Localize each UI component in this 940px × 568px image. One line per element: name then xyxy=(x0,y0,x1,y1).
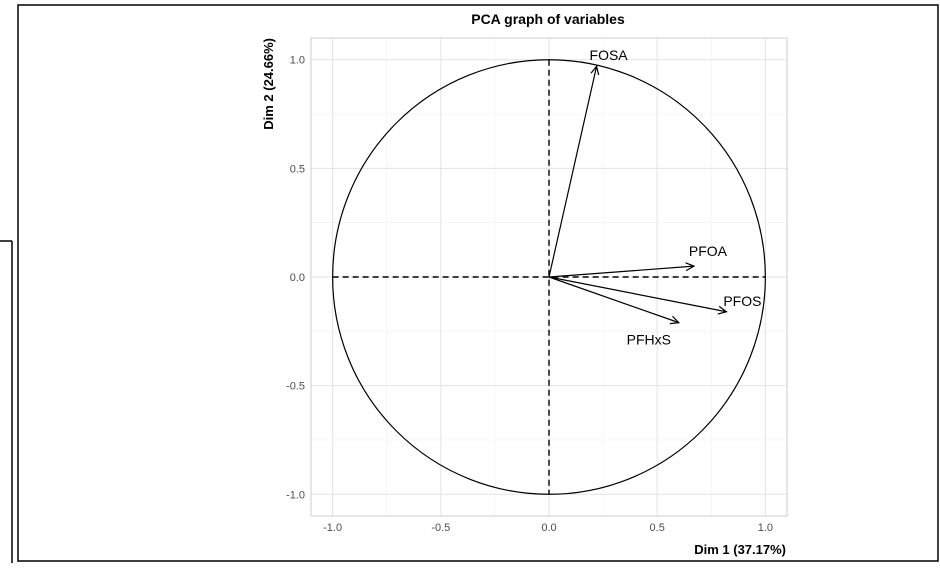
arrow-pfos xyxy=(548,276,727,313)
plot-panel-border xyxy=(310,37,788,517)
y-tick-label: 0.0 xyxy=(290,272,305,284)
arrowhead-pfos xyxy=(717,305,728,315)
zero-axes xyxy=(332,59,766,495)
arrow-pfoa xyxy=(548,265,695,278)
y-tick-label: 1.0 xyxy=(290,55,305,67)
arrow-fosa xyxy=(548,66,598,278)
x-tick-label: -0.5 xyxy=(431,522,450,534)
x-axis-title: Dim 1 (37.17%) xyxy=(694,542,786,557)
arrow-pfhxs xyxy=(548,276,680,324)
figure-frame xyxy=(17,4,939,562)
arrowhead-fosa xyxy=(590,64,600,76)
x-tick-label: 0.0 xyxy=(541,522,556,534)
y-axis-title: Dim 2 (24.66%) xyxy=(261,38,276,130)
x-tick-label: 0.5 xyxy=(650,522,665,534)
arrowhead-pfhxs xyxy=(669,315,681,325)
y-tick-label: -0.5 xyxy=(286,381,305,393)
label-pfhxs: PFHxS xyxy=(627,332,671,348)
arrowhead-pfoa xyxy=(685,262,696,272)
y-tick-label: 0.5 xyxy=(290,163,305,175)
x-tick-label: -1.0 xyxy=(323,522,342,534)
x-tick-label: 1.0 xyxy=(758,522,773,534)
plot-title: PCA graph of variables xyxy=(471,11,625,27)
y-tick-label: -1.0 xyxy=(286,489,305,501)
tick-labels: -1.0 -0.5 0.0 0.5 1.0 -1.0 -0.5 0.0 0.5 1.0 xyxy=(286,55,773,534)
variable-arrows: FOSA PFOA PFOS PFHxS xyxy=(548,47,761,348)
label-pfos: PFOS xyxy=(723,293,761,309)
label-pfoa: PFOA xyxy=(689,243,728,259)
label-fosa: FOSA xyxy=(590,47,629,63)
